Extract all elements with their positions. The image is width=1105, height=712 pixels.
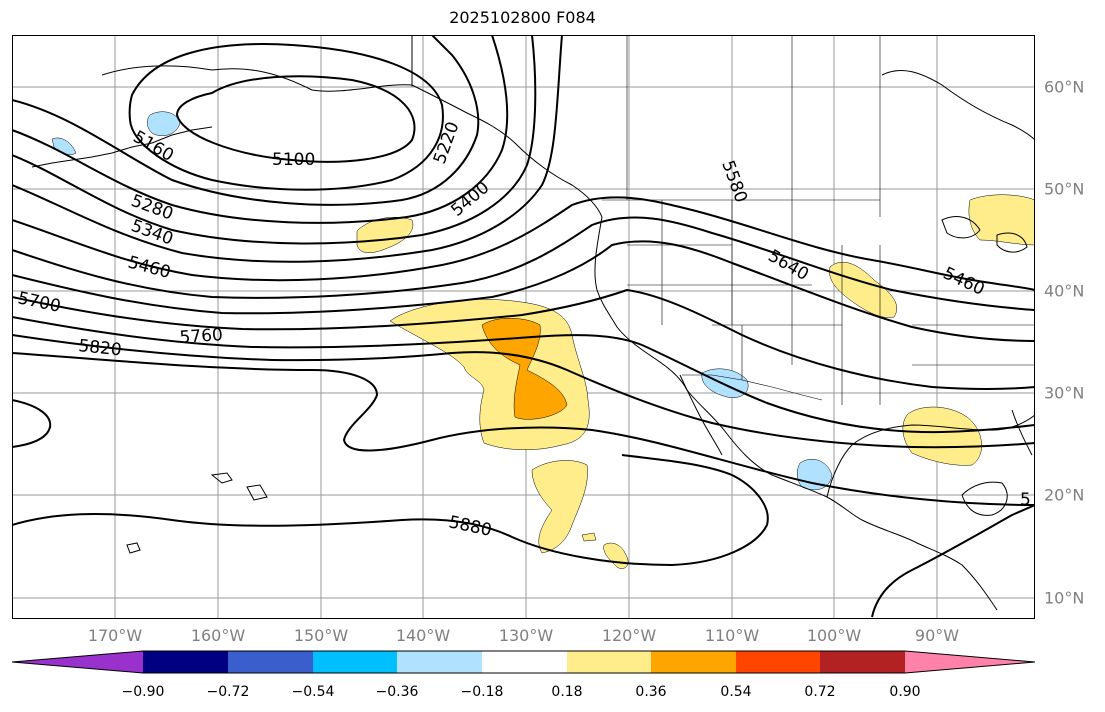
- positive-anomaly-gulf: [902, 406, 982, 466]
- longitude-label: 150°W: [293, 626, 349, 645]
- florida: [1011, 409, 1033, 456]
- contour-5820: [12, 352, 1035, 506]
- contour-label: 5760: [179, 325, 224, 348]
- contour-5580: [12, 240, 1035, 342]
- colorbar-graphic: [11, 650, 1036, 674]
- contour-5640: [12, 288, 1035, 390]
- colorbar-bin: [820, 651, 905, 673]
- colorbar: [0, 650, 1105, 684]
- contour-5400: [12, 35, 563, 263]
- contour-5700: [12, 316, 1035, 434]
- longitude-label: 130°W: [498, 626, 554, 645]
- hudson-coast: [881, 69, 1035, 141]
- alaska-coast: [101, 35, 603, 218]
- contour-5520: [12, 216, 1035, 311]
- longitude-label: 120°W: [601, 626, 657, 645]
- colorbar-tick: −0.54: [291, 684, 335, 700]
- longitude-label: 110°W: [704, 626, 760, 645]
- contour-label: 5100: [272, 150, 315, 170]
- colorbar-tick: −0.72: [206, 684, 250, 700]
- contour-5460: [12, 196, 1035, 291]
- political-borders: [411, 35, 1035, 405]
- canada-us-border: [602, 199, 881, 217]
- colorbar-tick: −0.18: [460, 684, 504, 700]
- colorbar-tick: 0.90: [889, 684, 921, 700]
- latitude-label: 30°N: [1044, 383, 1085, 403]
- positive-anomaly-south: [531, 460, 588, 554]
- negative-anomaly-aleutians-1: [147, 111, 181, 136]
- contour-5880: [12, 454, 769, 567]
- coastlines: [31, 35, 1035, 611]
- positive-anomaly-core: [481, 318, 568, 420]
- latitude-label: 10°N: [1044, 588, 1085, 608]
- hawaii-1: [210, 472, 233, 484]
- north-america-west-coast: [594, 216, 998, 611]
- colorbar-bin: [482, 651, 567, 673]
- contour-5160: [128, 43, 444, 191]
- contour-5220: [12, 35, 480, 206]
- aleutian-chain: [31, 126, 213, 168]
- longitude-label: 90°W: [914, 626, 960, 645]
- contour-5280: [12, 35, 509, 224]
- great-lakes: [941, 216, 1028, 253]
- colorbar-tick: −0.90: [121, 684, 165, 700]
- colorbar-bin: [313, 651, 397, 673]
- map-border: [12, 35, 1035, 619]
- colorbar-extend-high: [905, 651, 1035, 673]
- latitude-label: 40°N: [1044, 281, 1085, 301]
- latitude-label: 60°N: [1044, 77, 1085, 97]
- colorbar-tick: −0.36: [375, 684, 419, 700]
- positive-anomaly-small-2: [581, 532, 597, 542]
- map-panel: 5100 5160 5220 5280 5340 5400 5460 5460 …: [12, 35, 1035, 619]
- canada-provinces: [626, 35, 881, 200]
- contour-5880-west-fragment: [12, 399, 52, 448]
- colorbar-tick: 0.18: [551, 684, 583, 700]
- hawaii-2: [246, 484, 268, 501]
- longitude-label: 100°W: [806, 626, 862, 645]
- colorbar-tick: 0.36: [635, 684, 667, 700]
- map-canvas: 5100 5160 5220 5280 5340 5400 5460 5460 …: [12, 35, 1035, 619]
- longitude-label: 140°W: [395, 626, 451, 645]
- contour-5340: [12, 35, 537, 245]
- contour-5100: [175, 75, 416, 163]
- colorbar-bin: [651, 651, 736, 673]
- colorbar-tick: 0.72: [804, 684, 836, 700]
- contour-5880-east: [871, 504, 1035, 618]
- colorbar-outline: [11, 650, 1036, 674]
- colorbar-bin: [228, 651, 313, 673]
- positive-anomaly-great-lakes: [968, 194, 1035, 246]
- longitude-label: 160°W: [190, 626, 246, 645]
- contour-5760: [12, 334, 1035, 449]
- longitude-label: 170°W: [87, 626, 143, 645]
- contour-label: 5: [1020, 490, 1031, 510]
- colorbar-bin: [736, 651, 820, 673]
- colorbar-bin: [143, 651, 228, 673]
- latitude-label: 50°N: [1044, 179, 1085, 199]
- colorbar-extend-low: [12, 651, 143, 673]
- height-contours: [12, 35, 1035, 618]
- island-west: [126, 542, 141, 554]
- map-title: 2025102800 F084: [449, 8, 596, 27]
- colorbar-bin: [567, 651, 651, 673]
- latitude-label: 20°N: [1044, 485, 1085, 505]
- colorbar-bin: [397, 651, 482, 673]
- contour-label: 5820: [77, 336, 122, 360]
- colorbar-tick: 0.54: [720, 684, 752, 700]
- yucatan: [961, 481, 1008, 516]
